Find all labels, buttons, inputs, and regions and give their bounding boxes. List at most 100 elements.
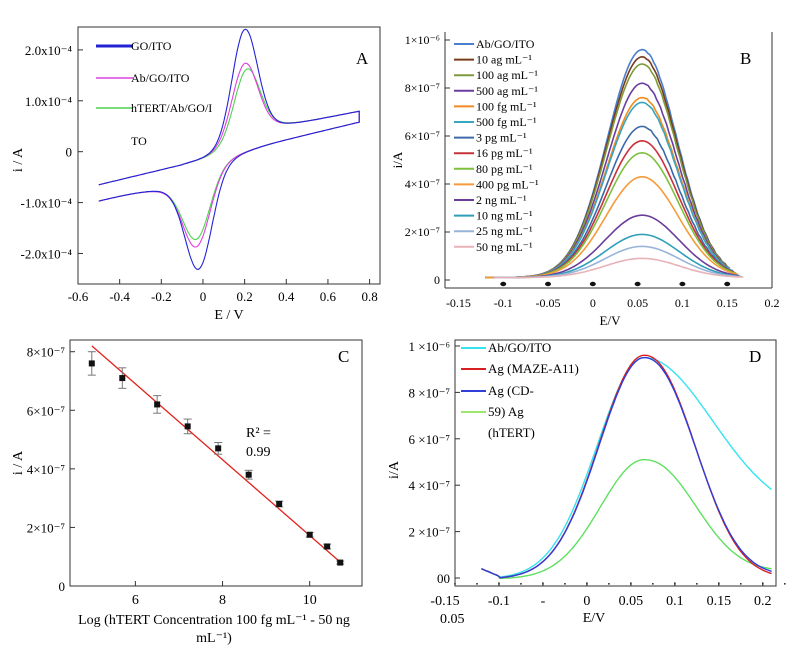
y-tick-label: 6 ×10⁻⁷ [409,432,450,447]
x-tick-label: 10 [303,593,317,608]
y-tick-label: 1 ×10⁻⁶ [409,339,450,354]
y-tick-label: 0 [66,145,73,160]
panel-c-r2-label: R² = [246,426,271,441]
panel-a-letter: A [356,49,369,68]
y-tick-label: 2×10⁻⁷ [27,520,65,535]
y-tick-label: 2.0x10⁻⁴ [25,43,73,58]
legend-label: 10 ag mL⁻¹ [476,53,532,67]
x-tick-label: -0.2 [151,289,172,304]
legend-label: hTERT/Ab/GO/I [131,101,212,115]
x-tick-label: 0.1 [675,296,690,310]
x-tick-label: 0 [200,289,207,304]
x-tick-dot [634,281,641,287]
x-minor-dot [586,583,588,585]
data-point [88,360,95,367]
x-minor-dot [520,583,522,585]
panel-b-x-title: E/V [600,313,622,328]
x-tick-label: 0.15 [707,594,732,609]
x-tick-label: 0 [590,296,596,310]
legend-label: 100 fg mL⁻¹ [476,99,537,113]
legend-label: Ab/GO/ITO [488,340,551,355]
x-minor-dot [542,583,544,585]
x-tick-label: -0.1 [488,594,510,609]
legend-label: (hTERT) [488,425,535,440]
y-tick-label: 00 [437,571,450,586]
panel-b-dpv-concentration: 1×10⁻⁶8×10⁻⁷6×10⁻⁷4×10⁻⁷2×10⁻⁷0 -0.15 -0.… [390,32,780,328]
y-tick-label: 2×10⁻⁷ [405,225,440,239]
x-tick-dot [679,281,686,287]
legend-label: 16 pg mL⁻¹ [476,146,533,160]
x-minor-dot [718,583,720,585]
selectivity-curve-4 [481,459,772,580]
legend-label: 25 ng mL⁻¹ [476,224,533,238]
x-tick-label: -0.4 [109,289,130,304]
y-tick-label: 1.0x10⁻⁴ [25,94,73,109]
panel-a-curves [98,28,360,271]
x-minor-dot [652,583,654,585]
y-tick-label: 8×10⁻⁷ [27,345,65,360]
panel-c-r2-value: 0.99 [246,445,271,460]
panel-a-y-ticks: 2.0x10⁻⁴ 1.0x10⁻⁴ 0 -1.0x10⁻⁴ -2.0x10⁻⁴ [21,43,83,261]
y-tick-label: 6×10⁻⁷ [27,403,65,418]
legend-label: 400 pg mL⁻¹ [476,177,539,191]
selectivity-curve-3 [481,356,772,579]
x-tick-label: 0.05 [619,594,644,609]
panel-b-curves [485,48,744,279]
linear-fit-line [91,345,343,565]
panel-c-x-title: Log (hTERT Concentration 100 fg mL⁻¹ - 5… [78,613,350,628]
legend-label: 50 ng mL⁻¹ [476,240,533,254]
legend-label: 500 fg mL⁻¹ [476,115,537,129]
legend-label: 59) Ag [488,404,524,419]
cv-curve-2 [98,62,360,248]
panel-c-y-title: i / A [11,450,26,475]
data-point [276,501,283,507]
x-tick-label: 0.2 [754,594,772,609]
x-tick-label: 0.2 [236,289,252,304]
x-minor-dot [454,583,456,585]
x-tick-label: - [541,594,546,609]
x-tick-dot [724,281,731,287]
panel-c-frame [69,339,363,587]
panel-c-points-and-fit [87,345,345,566]
x-minor-dot [762,583,764,585]
legend-label: TO [131,134,147,148]
panel-a-y-title: i / A [11,147,26,172]
panel-c-x-title-2: mL⁻¹) [196,631,232,646]
legend-label: 2 ng mL⁻¹ [476,193,527,207]
panel-c-x-ticks: 6 8 10 [132,581,317,608]
x-tick-dot [589,281,596,287]
x-minor-dot [608,583,610,585]
y-tick-label: 8×10⁻⁷ [405,81,440,95]
legend-label: Ab/GO/ITO [131,71,190,85]
panel-d-x-ticks: -0.15 -0.1 - 0 0.05 0.1 0.15 0.2 [430,582,786,609]
panel-d-frame [454,339,777,587]
panel-d-letter: D [749,347,761,366]
y-tick-label: 4×10⁻⁷ [27,462,65,477]
legend-label: Ag (CD- [488,383,534,398]
x-minor-dot [476,583,478,585]
panel-d-y-title: i/A [387,460,402,479]
panel-d-legend: Ab/GO/ITO Ag (MAZE-A11) Ag (CD- 59) Ag (hTER… [461,340,579,440]
y-tick-label: 4×10⁻⁷ [405,177,440,191]
x-minor-dot [564,583,566,585]
legend-label: 100 ag mL⁻¹ [476,68,538,82]
panel-d-x-extra: 0.05 [440,612,465,627]
x-tick-label: 0.2 [765,296,780,310]
data-point [306,531,313,538]
x-tick-dot [545,281,552,287]
x-minor-dot [498,583,500,585]
panel-c-letter: C [338,347,349,366]
data-point [154,401,161,408]
panel-d-curves [481,354,773,580]
y-tick-label: 2 ×10⁻⁷ [409,525,450,540]
x-tick-label: 0 [583,594,590,609]
panel-b-y-ticks: 1×10⁻⁶ 8×10⁻⁷ 6×10⁻⁷ 4×10⁻⁷ 2×10⁻⁷ 0 [405,33,450,287]
x-tick-label: -0.1 [494,296,513,310]
y-tick-label: 1×10⁻⁶ [405,33,440,47]
y-tick-label: 6×10⁻⁷ [405,129,440,143]
x-tick-dot [500,281,507,287]
y-tick-label: -1.0x10⁻⁴ [21,196,73,211]
y-tick-label: 0 [59,579,66,594]
panel-a-frame [77,26,381,285]
